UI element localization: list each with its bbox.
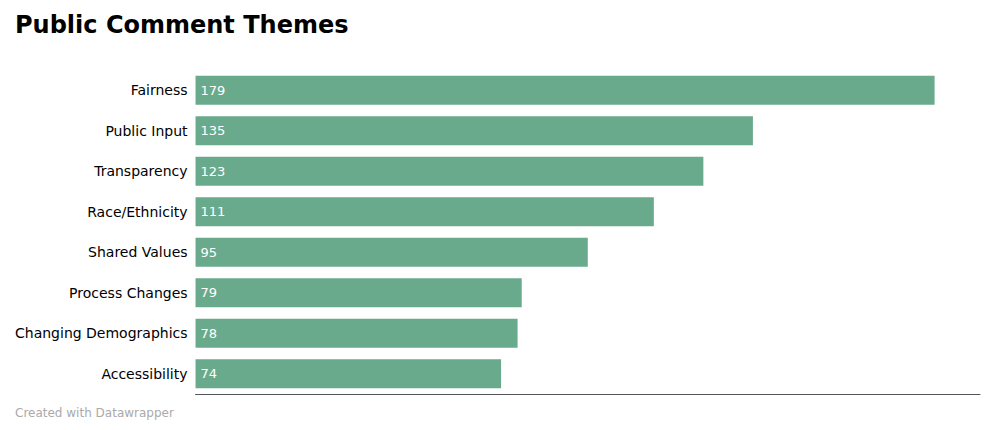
svg-text:Shared Values: Shared Values — [88, 244, 187, 260]
svg-text:Changing Demographics: Changing Demographics — [15, 325, 188, 341]
svg-text:123: 123 — [201, 164, 226, 179]
svg-text:179: 179 — [201, 83, 226, 98]
svg-text:Process Changes: Process Changes — [69, 285, 187, 301]
svg-text:Fairness: Fairness — [131, 82, 188, 98]
svg-text:79: 79 — [201, 285, 218, 300]
svg-text:Public Input: Public Input — [105, 123, 188, 139]
svg-text:78: 78 — [201, 326, 218, 341]
svg-text:Transparency: Transparency — [93, 163, 187, 179]
svg-text:74: 74 — [201, 366, 218, 381]
svg-text:95: 95 — [201, 245, 218, 260]
svg-text:Accessibility: Accessibility — [101, 366, 187, 382]
svg-text:135: 135 — [201, 123, 226, 138]
svg-text:Race/Ethnicity: Race/Ethnicity — [87, 204, 187, 220]
svg-text:111: 111 — [201, 204, 226, 219]
svg-text:Public Comment Themes: Public Comment Themes — [15, 11, 349, 39]
svg-text:Created with Datawrapper: Created with Datawrapper — [15, 406, 174, 420]
